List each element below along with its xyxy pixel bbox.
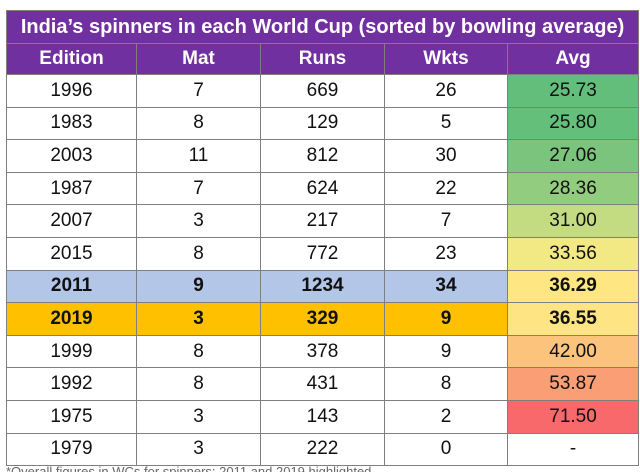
cell-wkts: 22	[384, 171, 508, 206]
spinners-table: India’s spinners in each World Cup (sort…	[5, 10, 640, 467]
cell-mat: 3	[136, 399, 261, 434]
table-row: 2019 3 329 9 36.55	[6, 302, 640, 336]
cell-wkts: 26	[384, 74, 508, 108]
cell-avg: 25.73	[506, 74, 640, 108]
cell-runs: 772	[260, 236, 385, 271]
cell-edition: 1975	[6, 399, 137, 434]
cell-wkts: 23	[384, 236, 508, 271]
table-body: 1996 7 669 26 25.73 1983 8 129 5 25.80 2003 11 812 30…	[6, 74, 640, 467]
cell-runs: 624	[260, 171, 385, 206]
cell-wkts: 5	[384, 106, 508, 141]
cell-mat: 8	[136, 334, 261, 369]
cell-wkts: 0	[384, 432, 508, 467]
column-header-wkts: Wkts	[384, 43, 508, 75]
cell-mat: 9	[136, 269, 261, 304]
cell-edition: 1996	[6, 74, 137, 108]
cell-mat: 8	[136, 367, 261, 401]
cell-mat: 3	[136, 302, 261, 336]
table-row: 1996 7 669 26 25.73	[6, 74, 640, 108]
table-title: India’s spinners in each World Cup (sort…	[5, 10, 640, 44]
cell-avg: 33.56	[506, 236, 640, 271]
cell-avg: 25.80	[506, 106, 640, 141]
table-header-row: Edition Mat Runs Wkts Avg	[6, 43, 640, 75]
table-row: 1983 8 129 5 25.80	[6, 106, 640, 141]
footnote: *Overall figures in WCs for spinners; 20…	[6, 464, 372, 472]
cell-runs: 329	[260, 302, 385, 336]
cell-mat: 3	[136, 204, 261, 238]
cell-avg: 36.29	[506, 269, 640, 304]
cell-edition: 1979	[6, 432, 137, 467]
cell-mat: 8	[136, 236, 261, 271]
column-header-edition: Edition	[6, 43, 137, 75]
cell-edition: 1983	[6, 106, 137, 141]
cell-runs: 143	[260, 399, 385, 434]
cell-edition: 1992	[6, 367, 137, 401]
cell-wkts: 30	[384, 139, 508, 173]
cell-avg: -	[506, 432, 640, 467]
cell-avg: 31.00	[506, 204, 640, 238]
cell-runs: 669	[260, 74, 385, 108]
cell-wkts: 2	[384, 399, 508, 434]
cell-avg: 36.55	[506, 302, 640, 336]
column-header-mat: Mat	[136, 43, 261, 75]
cell-edition: 2011	[6, 269, 137, 304]
table-row: 2003 11 812 30 27.06	[6, 139, 640, 173]
cell-runs: 431	[260, 367, 385, 401]
table-row: 1975 3 143 2 71.50	[6, 399, 640, 434]
table-row: 2015 8 772 23 33.56	[6, 236, 640, 271]
cell-mat: 7	[136, 171, 261, 206]
cell-avg: 53.87	[506, 367, 640, 401]
table-title-row: India’s spinners in each World Cup (sort…	[5, 10, 640, 44]
cell-wkts: 34	[384, 269, 508, 304]
cell-edition: 2015	[6, 236, 137, 271]
cell-mat: 7	[136, 74, 261, 108]
cell-avg: 28.36	[506, 171, 640, 206]
cell-runs: 129	[260, 106, 385, 141]
cell-wkts: 8	[384, 367, 508, 401]
cell-edition: 1987	[6, 171, 137, 206]
column-header-runs: Runs	[260, 43, 385, 75]
cell-edition: 1999	[6, 334, 137, 369]
cell-edition: 2019	[6, 302, 137, 336]
cell-edition: 2003	[6, 139, 137, 173]
cell-mat: 8	[136, 106, 261, 141]
cell-wkts: 9	[384, 302, 508, 336]
cell-mat: 3	[136, 432, 261, 467]
cell-mat: 11	[136, 139, 261, 173]
table-row: 1979 3 222 0-	[6, 432, 640, 467]
cell-runs: 378	[260, 334, 385, 369]
cell-runs: 812	[260, 139, 385, 173]
table-row: 1992 8 431 8 53.87	[6, 367, 640, 401]
cell-avg: 27.06	[506, 139, 640, 173]
cell-edition: 2007	[6, 204, 137, 238]
column-header-avg: Avg	[506, 43, 640, 75]
table-row: 1987 7 624 22 28.36	[6, 171, 640, 206]
table-row: 1999 8 378 9 42.00	[6, 334, 640, 369]
cell-runs: 217	[260, 204, 385, 238]
spinners-table-container: India’s spinners in each World Cup (sort…	[5, 10, 640, 467]
cell-runs: 1234	[260, 269, 385, 304]
table-row: 2007 3 217 7 31.00	[6, 204, 640, 238]
cell-avg: 71.50	[506, 399, 640, 434]
cell-avg: 42.00	[506, 334, 640, 369]
cell-wkts: 9	[384, 334, 508, 369]
table-row: 2011 9 1234 34 36.29	[6, 269, 640, 304]
cell-wkts: 7	[384, 204, 508, 238]
